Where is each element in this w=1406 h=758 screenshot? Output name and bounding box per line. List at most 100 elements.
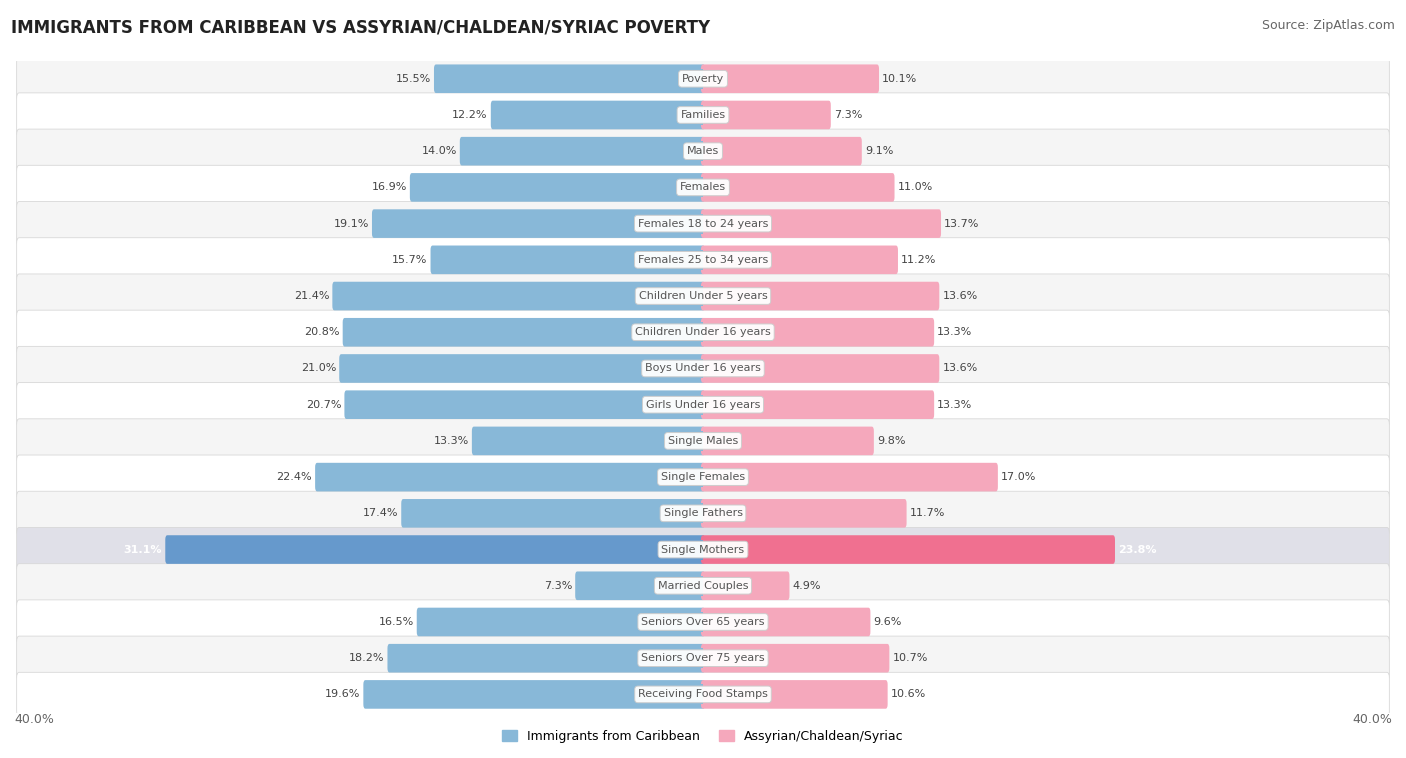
FancyBboxPatch shape (17, 672, 1389, 716)
Text: 13.6%: 13.6% (942, 291, 977, 301)
Text: Poverty: Poverty (682, 74, 724, 83)
Text: Seniors Over 75 years: Seniors Over 75 years (641, 653, 765, 663)
Bar (695, 648, 703, 668)
Text: Females 18 to 24 years: Females 18 to 24 years (638, 218, 768, 229)
Text: 20.8%: 20.8% (304, 327, 340, 337)
Bar (695, 395, 703, 415)
Text: 14.0%: 14.0% (422, 146, 457, 156)
Bar (703, 431, 711, 451)
Text: Single Fathers: Single Fathers (664, 509, 742, 518)
Text: 9.6%: 9.6% (873, 617, 901, 627)
FancyBboxPatch shape (702, 137, 862, 165)
FancyBboxPatch shape (702, 101, 831, 130)
FancyBboxPatch shape (702, 282, 939, 310)
Text: 16.5%: 16.5% (378, 617, 413, 627)
Bar (703, 648, 711, 668)
Text: 19.6%: 19.6% (325, 690, 360, 700)
FancyBboxPatch shape (702, 354, 939, 383)
FancyBboxPatch shape (17, 600, 1389, 644)
Text: Seniors Over 65 years: Seniors Over 65 years (641, 617, 765, 627)
Bar (703, 612, 711, 632)
Text: 19.1%: 19.1% (333, 218, 368, 229)
Text: 11.7%: 11.7% (910, 509, 945, 518)
FancyBboxPatch shape (430, 246, 704, 274)
FancyBboxPatch shape (332, 282, 704, 310)
FancyBboxPatch shape (17, 238, 1389, 282)
Bar (695, 69, 703, 89)
FancyBboxPatch shape (702, 64, 879, 93)
Text: 11.2%: 11.2% (901, 255, 936, 265)
Text: Children Under 5 years: Children Under 5 years (638, 291, 768, 301)
Bar (703, 540, 711, 559)
Text: 16.9%: 16.9% (371, 183, 406, 193)
Bar (703, 322, 711, 342)
Legend: Immigrants from Caribbean, Assyrian/Chaldean/Syriac: Immigrants from Caribbean, Assyrian/Chal… (498, 725, 908, 748)
Bar (703, 214, 711, 233)
Bar (695, 286, 703, 306)
Text: 13.7%: 13.7% (945, 218, 980, 229)
FancyBboxPatch shape (434, 64, 704, 93)
Bar (703, 359, 711, 378)
Text: 13.6%: 13.6% (942, 364, 977, 374)
FancyBboxPatch shape (315, 463, 704, 491)
Text: 11.0%: 11.0% (897, 183, 932, 193)
Bar (703, 250, 711, 270)
Text: Females 25 to 34 years: Females 25 to 34 years (638, 255, 768, 265)
Text: 20.7%: 20.7% (307, 399, 342, 409)
Bar (695, 322, 703, 342)
Text: Single Females: Single Females (661, 472, 745, 482)
Text: Married Couples: Married Couples (658, 581, 748, 590)
FancyBboxPatch shape (17, 419, 1389, 463)
Bar (695, 141, 703, 161)
Text: Boys Under 16 years: Boys Under 16 years (645, 364, 761, 374)
Bar (695, 684, 703, 704)
Text: 13.3%: 13.3% (938, 327, 973, 337)
FancyBboxPatch shape (17, 636, 1389, 680)
Text: 21.0%: 21.0% (301, 364, 336, 374)
FancyBboxPatch shape (17, 346, 1389, 390)
FancyBboxPatch shape (388, 644, 704, 672)
Text: 12.2%: 12.2% (453, 110, 488, 120)
Text: Single Mothers: Single Mothers (661, 544, 745, 555)
FancyBboxPatch shape (416, 608, 704, 636)
Text: Single Males: Single Males (668, 436, 738, 446)
Text: 10.7%: 10.7% (893, 653, 928, 663)
Bar (695, 503, 703, 523)
Text: 17.4%: 17.4% (363, 509, 398, 518)
Bar (703, 467, 711, 487)
Text: 23.8%: 23.8% (1118, 544, 1157, 555)
Bar (703, 503, 711, 523)
Bar (703, 69, 711, 89)
FancyBboxPatch shape (702, 173, 894, 202)
FancyBboxPatch shape (17, 564, 1389, 608)
FancyBboxPatch shape (17, 528, 1389, 572)
FancyBboxPatch shape (702, 246, 898, 274)
Text: 18.2%: 18.2% (349, 653, 384, 663)
Text: 21.4%: 21.4% (294, 291, 329, 301)
FancyBboxPatch shape (17, 383, 1389, 427)
FancyBboxPatch shape (702, 390, 934, 419)
Text: 9.8%: 9.8% (877, 436, 905, 446)
Text: Females: Females (681, 183, 725, 193)
Text: 7.3%: 7.3% (834, 110, 862, 120)
FancyBboxPatch shape (411, 173, 704, 202)
FancyBboxPatch shape (344, 390, 704, 419)
FancyBboxPatch shape (460, 137, 704, 165)
Text: Children Under 16 years: Children Under 16 years (636, 327, 770, 337)
FancyBboxPatch shape (373, 209, 704, 238)
Bar (695, 540, 703, 559)
Text: Males: Males (688, 146, 718, 156)
FancyBboxPatch shape (472, 427, 704, 456)
FancyBboxPatch shape (339, 354, 704, 383)
Bar (703, 177, 711, 197)
FancyBboxPatch shape (702, 427, 875, 456)
FancyBboxPatch shape (363, 680, 704, 709)
Text: 17.0%: 17.0% (1001, 472, 1036, 482)
Bar (695, 250, 703, 270)
Text: 13.3%: 13.3% (938, 399, 973, 409)
FancyBboxPatch shape (17, 202, 1389, 246)
FancyBboxPatch shape (17, 93, 1389, 137)
Bar (703, 286, 711, 306)
FancyBboxPatch shape (17, 455, 1389, 500)
Text: 13.3%: 13.3% (433, 436, 468, 446)
